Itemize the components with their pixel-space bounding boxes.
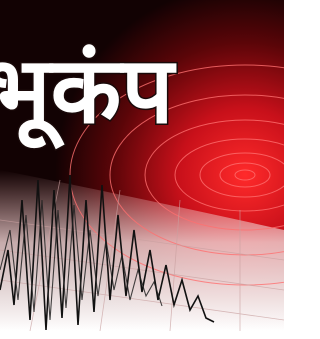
title: भूकंप xyxy=(0,37,177,150)
earthquake-graphic: भूकंप xyxy=(0,0,294,339)
page: भूकंप (() => { const data = JSON.parse(d… xyxy=(0,0,294,339)
scene: भूकंप xyxy=(0,0,294,331)
